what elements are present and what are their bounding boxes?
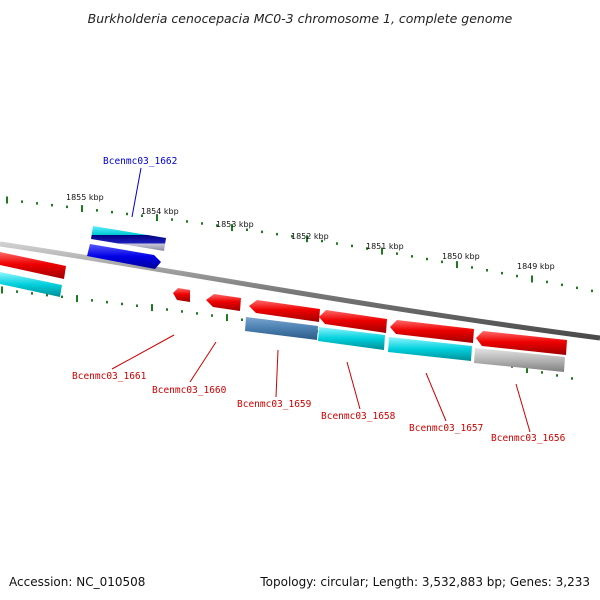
leader-1661 [111,334,175,370]
kbp-label-1854: 1854 kbp [141,207,179,216]
gene-label-1656[interactable]: Bcenmc03_1656 [491,433,566,444]
gene-1662-track[interactable] [91,226,166,251]
gene-label-1660[interactable]: Bcenmc03_1660 [152,385,227,396]
chromosome-backbone [0,241,600,341]
outer-scale-ticks [6,196,593,293]
gene-label-1659[interactable]: Bcenmc03_1659 [237,399,312,410]
gene-1658-track[interactable] [318,327,385,350]
genome-summary-text: Topology: circular; Length: 3,532,883 bp… [259,575,590,589]
gene-left-cyan[interactable] [0,272,62,297]
kbp-label-1849: 1849 kbp [517,262,555,271]
gene-1657-arrow[interactable] [390,320,474,343]
gene-1659-arrow[interactable] [249,300,320,322]
gene-1662-arrow[interactable] [87,244,161,269]
accession-text: Accession: NC_010508 [9,575,145,589]
leader-1662 [131,167,142,218]
kbp-label-1855: 1855 kbp [66,193,104,202]
gene-1661-arrow[interactable] [173,288,190,302]
leader-1657 [425,372,447,422]
gene-1656-track[interactable] [474,348,565,372]
kbp-label-1850: 1850 kbp [442,252,480,261]
leader-1659 [275,349,279,398]
gene-1660-arrow[interactable] [206,294,241,311]
gene-label-1658[interactable]: Bcenmc03_1658 [321,411,396,422]
gene-label-1657[interactable]: Bcenmc03_1657 [409,423,483,434]
kbp-labels: 1855 kbp 1854 kbp 1853 kbp 1852 kbp 1851… [66,193,555,271]
leader-1656 [515,383,531,433]
gene-left-red[interactable] [0,252,66,279]
gene-1659-track[interactable] [245,317,318,340]
gene-1658-arrow[interactable] [319,310,387,333]
gene-1657-track[interactable] [388,337,472,361]
gene-1656-arrow[interactable] [476,331,567,355]
kbp-label-1851: 1851 kbp [366,242,404,251]
gene-label-1662[interactable]: Bcenmc03_1662 [103,156,177,167]
leader-1660 [189,341,217,383]
kbp-label-1853: 1853 kbp [216,220,254,229]
map-title: Burkholderia cenocepacia MC0-3 chromosom… [88,11,513,26]
gene-label-1661[interactable]: Bcenmc03_1661 [72,371,147,382]
kbp-label-1852: 1852 kbp [291,232,329,241]
leader-1658 [346,361,361,410]
